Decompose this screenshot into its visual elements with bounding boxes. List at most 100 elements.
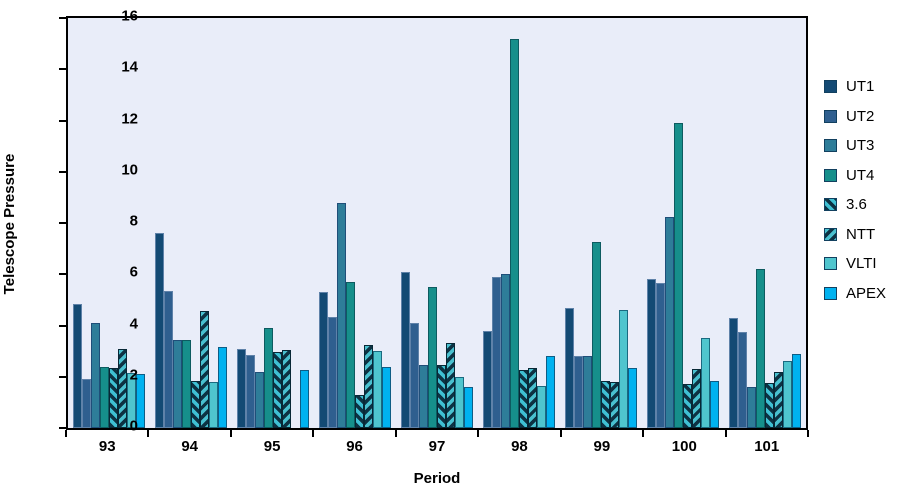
bar-VLTI-99: [619, 310, 629, 428]
x-tick-label-93: 93: [98, 438, 116, 455]
legend-label-APEX: APEX: [846, 284, 887, 302]
bar-NTT-98: [528, 367, 538, 428]
bar-UT2-94: [163, 290, 173, 428]
bar-UT3-95: [254, 371, 264, 428]
y-tick-label: 8: [129, 212, 138, 230]
bar-group-96: [314, 18, 396, 428]
bar-APEX-99: [628, 367, 638, 428]
bar-UT1-99: [564, 307, 574, 428]
legend-item-3.6: 3.6: [824, 195, 886, 214]
bar-VLTI-100: [701, 338, 711, 428]
x-tick-mark: [642, 430, 645, 437]
bar-UT1-100: [646, 279, 656, 428]
y-tick-label: 10: [121, 161, 138, 179]
bar-UT1-97: [400, 271, 410, 428]
y-tick-mark: [59, 427, 67, 429]
bar-3.6-94: [191, 380, 201, 428]
bar-VLTI-98: [537, 385, 547, 428]
bar-VLTI-94: [209, 381, 219, 428]
bar-UT4-95: [263, 328, 273, 428]
legend-item-VLTI: VLTI: [824, 254, 886, 273]
x-tick-label-99: 99: [593, 438, 611, 455]
legend-item-UT2: UT2: [824, 107, 886, 126]
bar-UT3-98: [500, 274, 510, 428]
bar-UT4-94: [181, 339, 191, 428]
bar-group-98: [478, 18, 560, 428]
bar-3.6-97: [437, 365, 447, 428]
x-tick-mark: [229, 430, 232, 437]
bar-groups: [68, 18, 806, 428]
y-tick-mark: [59, 119, 67, 122]
bar-NTT-99: [610, 381, 620, 428]
legend-item-APEX: APEX: [824, 284, 886, 303]
bar-UT1-93: [72, 303, 82, 428]
x-tick-mark: [65, 430, 67, 437]
bar-UT3-97: [418, 365, 428, 428]
bar-UT3-99: [582, 356, 592, 428]
legend-item-UT1: UT1: [824, 77, 886, 96]
bar-UT2-93: [81, 379, 91, 428]
y-tick-mark: [59, 68, 67, 71]
x-tick-label-94: 94: [181, 438, 198, 455]
legend-label-UT4: UT4: [846, 166, 875, 184]
legend-swatch-NTT: [824, 227, 837, 241]
legend-item-UT4: UT4: [824, 166, 886, 185]
bar-NTT-93: [118, 348, 128, 428]
y-tick-mark: [59, 17, 67, 19]
bar-UT1-98: [482, 330, 492, 428]
bar-NTT-100: [692, 369, 702, 428]
bar-UT3-94: [172, 339, 182, 428]
bar-UT4-98: [509, 38, 519, 428]
legend-label-UT2: UT2: [846, 107, 875, 125]
bar-3.6-100: [683, 384, 693, 428]
legend-swatch-VLTI: [824, 257, 837, 270]
x-tick-mark: [559, 430, 562, 437]
bar-UT3-93: [90, 322, 100, 428]
bar-3.6-95: [273, 352, 283, 428]
bar-VLTI-97: [455, 376, 465, 428]
x-tick-mark: [477, 430, 480, 437]
x-tick-label-98: 98: [511, 438, 528, 455]
bar-APEX-96: [382, 366, 392, 428]
y-tick-label: 2: [129, 366, 138, 384]
bar-3.6-93: [109, 367, 119, 428]
bar-APEX-93: [136, 374, 146, 428]
bar-group-99: [560, 18, 642, 428]
y-tick-label: 4: [129, 315, 138, 332]
x-tick-label-95: 95: [263, 438, 281, 455]
y-axis-title-wrap: Telescope Pressure: [1, 124, 23, 324]
legend-label-VLTI: VLTI: [846, 255, 877, 272]
bar-NTT-95: [282, 349, 292, 428]
y-tick-mark: [59, 222, 67, 224]
bar-3.6-98: [519, 370, 529, 428]
bar-APEX-100: [710, 380, 720, 428]
y-tick-mark: [59, 375, 67, 378]
legend-swatch-3.6: [824, 198, 837, 211]
legend-swatch-APEX: [824, 286, 837, 300]
bar-UT4-101: [755, 269, 765, 428]
bar-UT4-100: [673, 123, 683, 428]
bar-3.6-101: [765, 383, 775, 428]
legend-swatch-UT2: [824, 109, 837, 123]
bar-UT1-95: [236, 348, 246, 428]
x-axis-title-wrap: Period: [66, 470, 808, 488]
bar-group-97: [396, 18, 478, 428]
bar-NTT-94: [200, 311, 210, 428]
bar-UT2-99: [573, 356, 583, 428]
y-axis-title: Telescope Pressure: [1, 153, 18, 295]
x-axis-title: Period: [413, 470, 461, 487]
legend-label-UT1: UT1: [846, 78, 875, 95]
bar-UT1-94: [154, 233, 164, 428]
bar-UT2-101: [737, 331, 747, 428]
bar-group-94: [150, 18, 232, 428]
bar-UT1-101: [728, 317, 738, 428]
legend-swatch-UT1: [824, 80, 837, 93]
legend-label-UT3: UT3: [846, 137, 875, 154]
y-tick-label: 12: [121, 110, 138, 127]
bar-APEX-101: [792, 353, 802, 428]
x-tick-mark: [394, 430, 397, 437]
bar-group-101: [724, 18, 806, 428]
x-tick-mark: [312, 430, 315, 437]
x-tick-label-101: 101: [754, 438, 780, 455]
